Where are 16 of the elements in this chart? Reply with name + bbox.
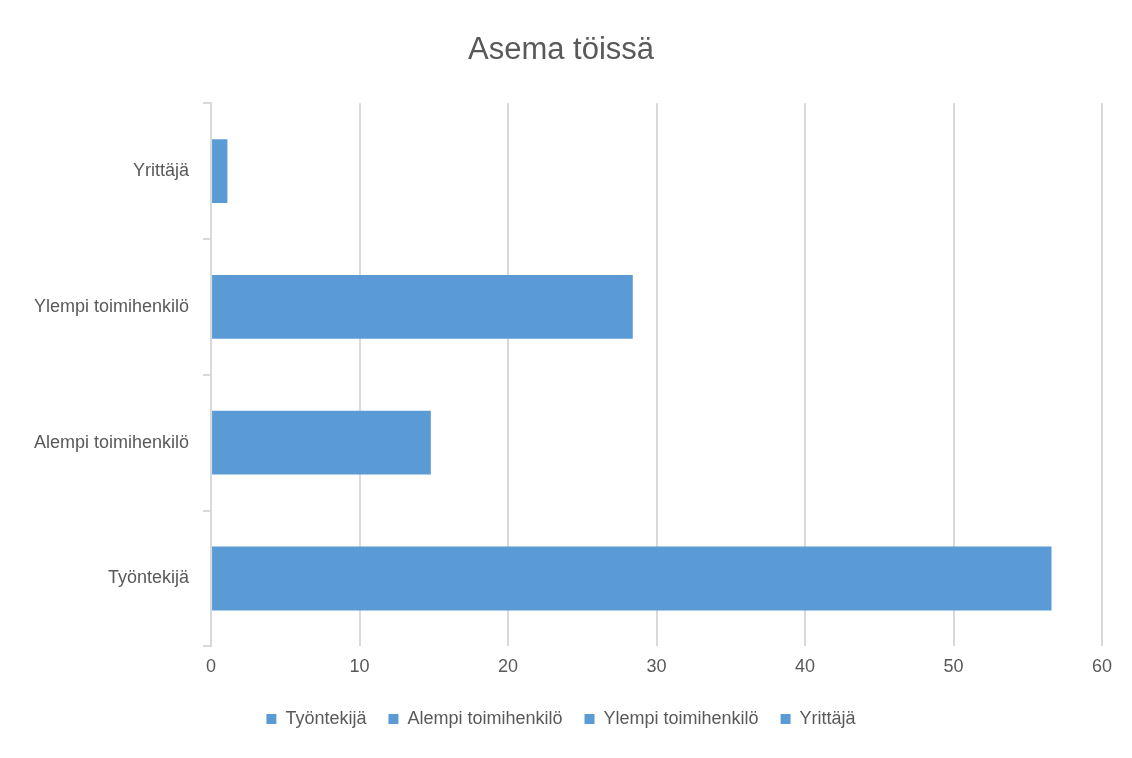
x-tick-label: 30 — [646, 656, 667, 677]
legend-label: Alempi toimihenkilö — [407, 707, 563, 728]
x-tick-label: 20 — [498, 656, 519, 677]
chart-title: Asema töissä — [467, 31, 655, 67]
x-tick-label: 50 — [943, 656, 964, 677]
x-tick-label: 10 — [349, 656, 370, 677]
x-tick-label: 60 — [1091, 656, 1113, 677]
x-tick-label: 40 — [795, 656, 816, 677]
y-tick-label: Yrittäjä — [133, 160, 191, 181]
x-tick-label: 0 — [206, 656, 217, 677]
legend-label: Yrittäjä — [799, 707, 857, 728]
y-tick-label: Alempi toimihenkilö — [33, 431, 190, 452]
y-tick-label: Työntekijä — [108, 567, 191, 588]
y-tick-label: Ylempi toimihenkilö — [33, 295, 190, 316]
legend-label: Ylempi toimihenkilö — [603, 707, 759, 728]
legend-label: Työntekijä — [285, 707, 368, 728]
